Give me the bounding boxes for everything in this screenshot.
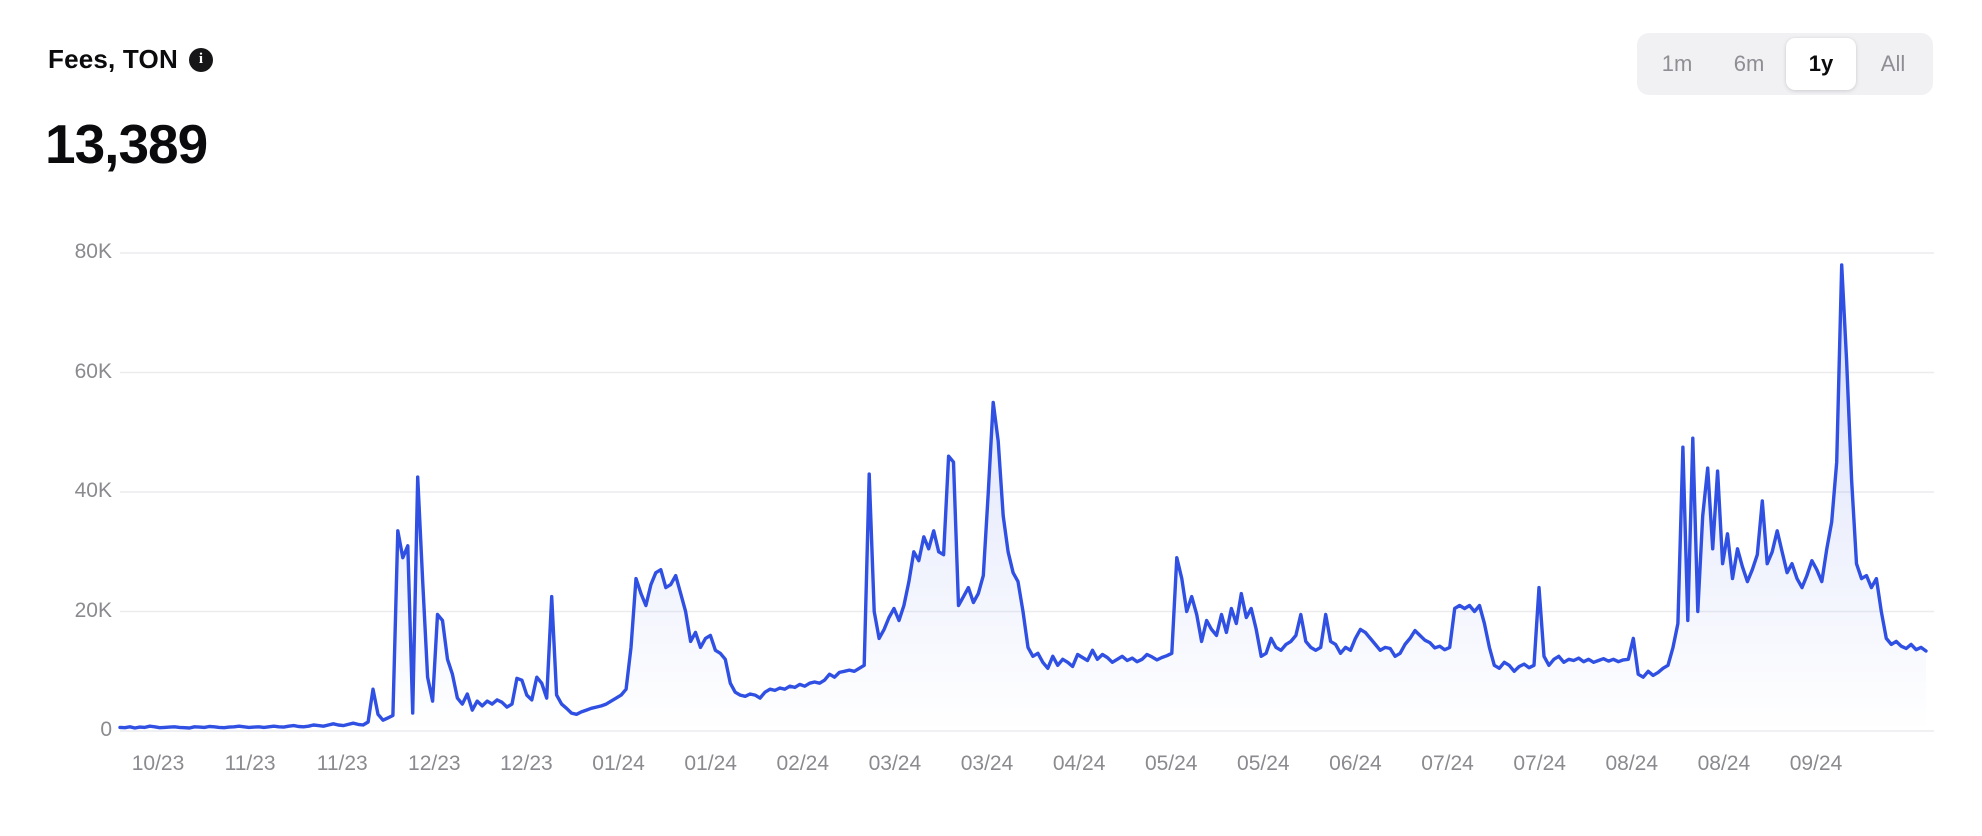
x-tick-label: 03/24 [868, 752, 922, 775]
chart-title-row: Fees, TON i [48, 44, 213, 75]
current-value: 13,389 [45, 113, 208, 175]
x-tick-label: 11/23 [224, 752, 276, 775]
range-button-6m[interactable]: 6m [1714, 38, 1784, 90]
x-tick-label: 02/24 [776, 752, 830, 775]
info-icon[interactable]: i [188, 47, 213, 72]
y-tick-label: 20K [74, 598, 112, 622]
x-tick-label: 08/24 [1605, 752, 1659, 775]
range-button-all[interactable]: All [1858, 38, 1928, 90]
range-selector: 1m 6m 1y All [1637, 33, 1933, 95]
x-tick-label: 08/24 [1697, 752, 1751, 775]
x-tick-label: 12/23 [500, 752, 553, 775]
x-tick-label: 05/24 [1237, 752, 1290, 775]
x-tick-label: 01/24 [592, 752, 645, 775]
x-tick-label: 12/23 [408, 752, 461, 775]
y-tick-label: 0 [100, 718, 112, 741]
x-tick-label: 11/23 [316, 752, 368, 775]
x-tick-label: 05/24 [1144, 752, 1198, 775]
x-tick-label: 07/24 [1513, 752, 1566, 775]
x-tick-label: 03/24 [960, 752, 1014, 775]
y-tick-label: 40K [74, 479, 112, 502]
x-tick-label: 01/24 [684, 752, 737, 775]
x-tick-label: 06/24 [1329, 752, 1382, 775]
y-tick-label: 60K [74, 359, 112, 383]
x-tick-label: 09/24 [1789, 752, 1843, 775]
x-tick-label: 04/24 [1052, 752, 1106, 775]
x-tick-label: 07/24 [1421, 752, 1474, 775]
y-tick-label: 80K [74, 240, 112, 263]
x-tick-label: 10/23 [131, 752, 185, 775]
range-button-1y[interactable]: 1y [1786, 38, 1856, 90]
chart-title: Fees, TON [48, 44, 178, 74]
range-button-1m[interactable]: 1m [1642, 38, 1712, 90]
